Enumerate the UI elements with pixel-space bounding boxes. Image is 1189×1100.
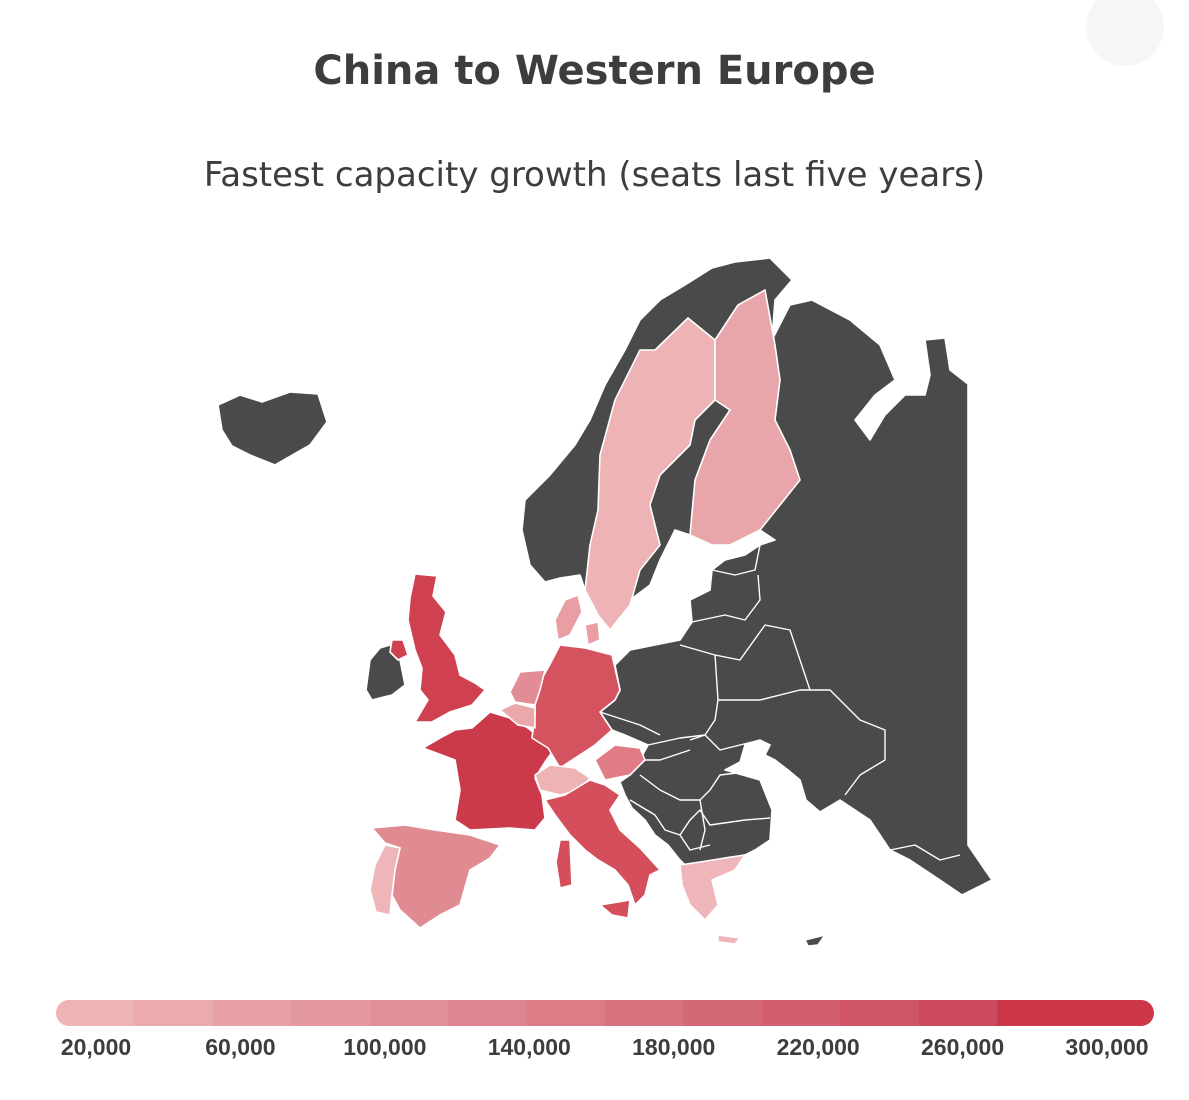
legend-tick-label: 140,000 [487, 1034, 571, 1060]
legend-segment [997, 1000, 1076, 1026]
region-finland [689, 289, 801, 546]
menu-button[interactable] [1086, 0, 1164, 66]
color-scale-legend [56, 1000, 1154, 1026]
legend-segment [212, 1000, 292, 1026]
region-sardinia [555, 839, 573, 889]
legend-segment [369, 1000, 449, 1026]
legend-segment [1075, 1000, 1154, 1026]
page-subtitle: Fastest capacity growth (seats last five… [203, 155, 986, 195]
region-sicily [599, 899, 631, 919]
legend-segment [134, 1000, 213, 1026]
region-netherlands [509, 669, 546, 706]
legend-tick-label: 60,000 [205, 1034, 276, 1060]
region-denmark [554, 594, 583, 641]
region-sweden [584, 317, 716, 631]
legend-tick-label: 100,000 [343, 1034, 427, 1060]
legend-segment [840, 1000, 919, 1026]
europe-map [217, 257, 993, 947]
legend-segment [526, 1000, 605, 1026]
eastern-borders [599, 544, 961, 861]
region-ireland [365, 644, 406, 701]
legend-tick-label: 300,000 [1065, 1034, 1149, 1060]
legend-ticks: 20,000 60,000 100,000 140,000 180,000 220,000… [0, 1034, 1189, 1074]
region-italy [544, 779, 661, 906]
region-belgium [499, 702, 536, 729]
legend-tick-label: 20,000 [60, 1034, 132, 1060]
region-greece [679, 854, 746, 921]
region-denmark-island [584, 621, 601, 646]
legend-segment [604, 1000, 684, 1026]
legend-segment [291, 1000, 370, 1026]
legend-segment [683, 1000, 762, 1026]
region-iceland [217, 391, 328, 466]
region-portugal [369, 844, 401, 916]
legend-segment [448, 1000, 527, 1026]
legend-tick-label: 260,000 [920, 1034, 1005, 1060]
page-title: China to Western Europe [313, 48, 876, 94]
legend-tick-label: 220,000 [776, 1034, 860, 1060]
region-crete [717, 934, 741, 945]
legend-tick-label: 180,000 [632, 1034, 716, 1060]
legend-segment [761, 1000, 841, 1026]
legend-segment [56, 1000, 135, 1026]
region-northern-ireland [389, 639, 409, 661]
legend-segment [918, 1000, 998, 1026]
region-austria [594, 744, 646, 781]
region-cyprus [804, 934, 826, 947]
region-united-kingdom [407, 573, 486, 723]
